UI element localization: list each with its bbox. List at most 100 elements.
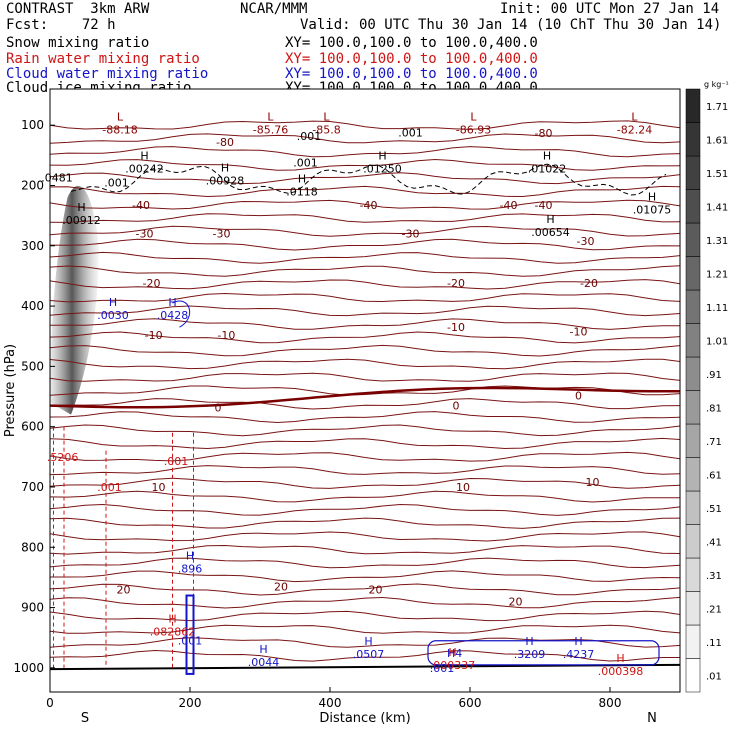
snow-shading [50,185,99,415]
isotherm-line [50,238,680,251]
extremum-value: .0428 [157,309,189,322]
isotherm-label: -40 [535,199,553,212]
colorbar-label: 1.11 [706,303,728,314]
isotherm-line [50,305,680,317]
colorbar-label: .61 [706,470,722,481]
contour-label: .0481 [41,172,73,185]
colorbar-label: 1.31 [706,236,728,247]
colorbar-label: 1.41 [706,202,728,213]
isotherm-label: -40 [500,199,518,212]
extremum-value: .0044 [248,656,280,669]
colorbar-cell [685,490,701,525]
field-xy-rain: XY= 100.0,100.0 to 100.0,400.0 [285,51,538,67]
isotherm-line [50,172,680,185]
extremum-value: -85.76 [253,123,288,136]
extremum-mark: H [378,150,386,163]
colorbar-cell [685,624,701,659]
surface-line [50,663,680,671]
extremum-mark: H [364,635,372,648]
y-tick-label: 700 [21,480,44,494]
colorbar-label: .91 [706,370,722,381]
colorbar-label: .41 [706,537,722,548]
extremum-mark: H [77,201,85,214]
colorbar-cell [685,557,701,592]
extremum-value: .000398 [598,665,644,678]
isotherm-line [50,451,680,462]
header-forecast-hour: Fcst: 72 h [6,17,116,33]
isotherm-line [50,225,680,237]
isotherm-line [50,596,680,609]
isotherm-line [50,146,680,158]
extremum-value: -85.8 [312,123,340,136]
colorbar-label: .81 [706,403,722,414]
colorbar-label: 1.01 [706,336,728,347]
isotherm-line [50,503,680,516]
isotherm-label: -20 [580,277,598,290]
cloud-ice-contour [70,163,667,196]
extremum-mark: H [221,162,229,175]
isotherm-line [50,531,680,542]
x-tick-label: 800 [599,696,622,710]
contour-label: H4 [447,647,462,660]
y-tick-label: 900 [21,601,44,615]
extremum-value: -88.18 [102,123,137,136]
isotherm-label: -30 [136,228,154,241]
extremum-mark: H [168,296,176,309]
field-label-rain: Rain water mixing ratio [6,51,200,67]
extremum-value: .896 [178,562,203,575]
isotherm-line [50,331,680,344]
cloud-water-contour [185,594,195,675]
extremum-value: .000337 [430,659,476,672]
isotherm-line [50,199,680,210]
colorbar-cell [685,256,701,291]
contour-label: .001 [430,662,455,675]
extremum-mark: H [298,172,306,185]
colorbar-cell [685,423,701,458]
cloud-water-contour [427,640,660,666]
extremum-value: .00912 [62,214,101,227]
isotherm-label: 20 [369,583,383,596]
colorbar-label: .21 [706,604,722,615]
colorbar-cell [685,390,701,425]
extremum-value: .01250 [363,163,402,176]
y-tick-label: 300 [21,239,44,253]
isotherm-line [50,398,680,410]
extremum-value: -82.24 [617,123,652,136]
isotherm-line [50,624,680,634]
isotherm-label: -30 [577,235,595,248]
extremum-value: .00654 [531,226,570,239]
field-label-snow: Snow mixing ratio [6,35,150,51]
contour-label: .001 [293,157,318,170]
contour-label: .001 [97,481,122,494]
isotherm-line [50,158,680,171]
colorbar-cell [685,591,701,626]
colorbar-cell [685,524,701,559]
isotherm-line [50,292,680,303]
extremum-mark: L [323,110,330,123]
cloud-water-contour [172,300,191,328]
x-tick-label: 200 [179,696,202,710]
plot-frame [49,88,681,693]
colorbar-cell [685,189,701,224]
isotherm-line [50,544,680,555]
colorbar-cell [685,155,701,190]
colorbar-label: .11 [706,638,722,649]
isotherm-line [50,120,680,130]
extremum-value: .082862 [150,626,196,639]
isotherm-label: 0 [215,401,222,414]
extremum-value: -86.93 [456,123,491,136]
isotherm-label: -80 [216,136,234,149]
contour-label: .001 [164,455,189,468]
header-organization: NCAR/MMM [240,1,308,17]
extremum-mark: H [574,635,582,648]
isotherm-label: -10 [447,321,465,334]
header-model-title: CONTRAST 3km ARW [6,1,150,17]
y-axis-label: Pressure (hPa) [3,344,18,437]
isotherm-line [50,318,680,330]
isotherm-line [50,372,680,382]
isotherm-line [50,344,680,357]
extremum-mark: H [543,150,551,163]
colorbar-label: 1.61 [706,135,728,146]
extremum-mark: H [525,635,533,648]
contour-label: .001 [297,130,322,143]
